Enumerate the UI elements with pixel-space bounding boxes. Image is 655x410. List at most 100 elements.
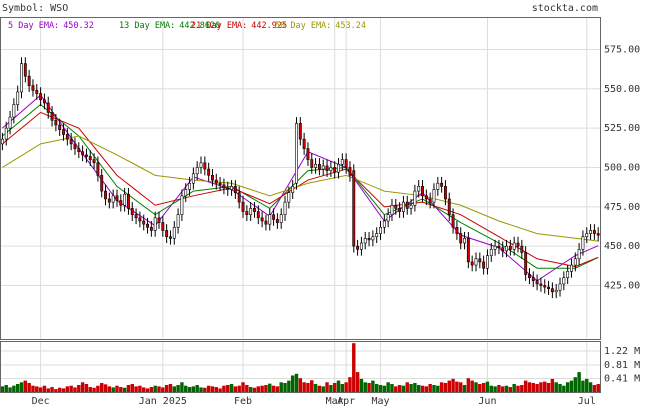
volume-bar	[187, 387, 192, 393]
volume-bar	[222, 385, 226, 393]
volume-bar	[535, 384, 539, 393]
volume-bar	[31, 385, 35, 393]
candle-body	[474, 258, 478, 266]
candle-body	[214, 179, 218, 184]
candle-body	[12, 104, 16, 118]
candle-body	[348, 167, 352, 176]
candle-body	[413, 190, 417, 206]
candle-body	[325, 165, 329, 171]
volume-bar	[531, 382, 536, 393]
ema-line	[2, 111, 599, 268]
volume-bar	[172, 386, 176, 393]
volume-bar	[50, 387, 54, 393]
volume-bar	[57, 387, 62, 393]
volume-bar	[462, 385, 467, 393]
candle-body	[54, 119, 58, 126]
candle-body	[329, 167, 333, 171]
candle-body	[493, 245, 497, 250]
candle-body	[390, 204, 394, 215]
candle-body	[550, 288, 554, 293]
volume-bar	[237, 385, 241, 393]
candle-body	[566, 271, 570, 278]
volume-bar	[65, 386, 70, 393]
candle-body	[539, 283, 543, 286]
candle-body	[222, 184, 226, 189]
candle-body	[558, 283, 562, 291]
candle-body	[165, 230, 169, 238]
candle-body	[440, 182, 444, 187]
price-frame	[0, 17, 601, 340]
candle-body	[268, 214, 272, 225]
volume-bar	[245, 385, 249, 393]
candle-body	[287, 192, 291, 203]
candle-body	[463, 238, 466, 244]
volume-bar	[8, 387, 12, 393]
volume-bar	[352, 343, 356, 393]
volume-bar	[191, 386, 196, 393]
source: stockta.com	[532, 3, 598, 14]
volume-bar	[474, 382, 478, 393]
volume-bar	[69, 385, 73, 393]
volume-bar	[436, 385, 440, 393]
candle-body	[226, 187, 230, 190]
volume-bar	[176, 385, 180, 393]
x-tick-label: Dec	[32, 396, 50, 406]
volume-bar	[543, 381, 547, 393]
volume-bar	[539, 382, 543, 393]
candle-body	[317, 164, 321, 170]
candle-body	[46, 102, 50, 113]
candle-body	[111, 195, 115, 203]
volume-bar	[77, 385, 81, 393]
candle-body	[279, 214, 283, 223]
candle-body	[180, 195, 184, 215]
candle-body	[386, 214, 390, 222]
volume-bar	[4, 385, 8, 393]
volume-bar	[149, 387, 154, 393]
volume-bar	[99, 382, 104, 393]
ema-line	[2, 103, 599, 269]
volume-bar	[0, 386, 5, 393]
candle-body	[577, 249, 581, 260]
volume-bar	[168, 384, 173, 393]
candle-body	[478, 258, 482, 263]
volume-bar	[19, 382, 24, 393]
y-tick-label: 525.00	[604, 123, 640, 134]
volume-bar	[145, 388, 150, 393]
volume-bar	[386, 382, 390, 393]
x-tick-label: Feb	[234, 396, 252, 406]
candle-body	[585, 233, 589, 238]
candle-body	[31, 85, 35, 91]
volume-bar	[264, 385, 268, 393]
candle-body	[123, 193, 127, 206]
volume-bar	[184, 385, 188, 393]
volume-bar	[581, 380, 585, 393]
candle-body	[505, 245, 508, 252]
candle-body	[592, 230, 596, 234]
volume-bar	[115, 385, 119, 393]
candle-body	[531, 277, 535, 282]
volume-bar	[416, 385, 421, 393]
candle-body	[371, 236, 375, 241]
legend-value: 442.8620	[179, 21, 220, 31]
volume-bar	[405, 382, 409, 393]
volume-bar	[268, 383, 272, 393]
candle-body	[375, 233, 379, 238]
candle-body	[8, 116, 12, 129]
candle-body	[249, 208, 253, 215]
candle-body	[84, 154, 88, 157]
volume-bar	[317, 385, 322, 393]
volume-bar	[23, 380, 28, 393]
candle-body	[466, 238, 470, 263]
candle-body	[283, 201, 287, 215]
volume-bar	[210, 386, 215, 393]
ema-line	[2, 135, 599, 242]
candle-body	[363, 238, 367, 244]
candle-body	[302, 138, 306, 149]
volume-bar	[340, 384, 345, 393]
candle-body	[16, 91, 20, 105]
volume-bar	[355, 372, 360, 393]
volume-bar	[138, 385, 142, 393]
volume-bar	[206, 385, 211, 393]
candle-body	[0, 138, 4, 145]
candles	[0, 57, 600, 393]
